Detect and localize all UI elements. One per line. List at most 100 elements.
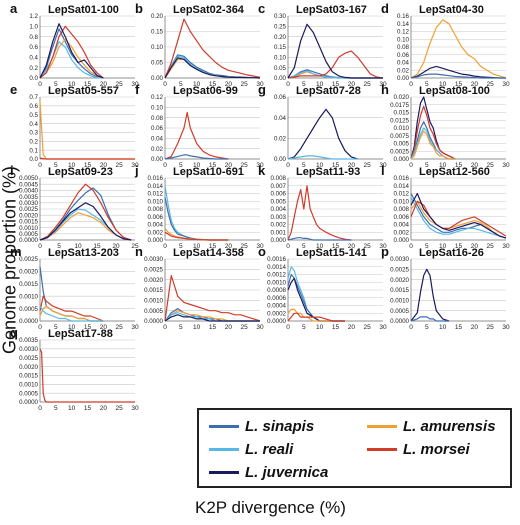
x-tick-label: 20	[100, 81, 108, 88]
y-tick-label: 0.10	[397, 36, 410, 43]
panel-title: LepSat16-26	[419, 247, 484, 259]
y-tick-label: 0.0015	[19, 219, 38, 226]
y-tick-label: 0.0002	[267, 310, 286, 317]
y-tick-label: 0.08	[151, 115, 164, 122]
panel-i: i LepSat09-230.00000.00050.00100.00150.00…	[10, 163, 139, 250]
series-line	[287, 23, 383, 79]
x-tick-label: 10	[439, 162, 447, 169]
y-tick-label: 0.0035	[19, 337, 38, 344]
x-tick-label: 15	[209, 162, 217, 169]
x-tick-label: 30	[502, 243, 510, 250]
series-line	[164, 185, 229, 241]
panel-a: a LepSat01-100 0.0 0.2 0.4 0.6 0.8 1.0 1.2 0 5 10 15…	[10, 1, 139, 88]
series-line	[410, 197, 507, 239]
y-tick-label: 0.0035	[19, 194, 38, 201]
x-tick-label: 25	[364, 81, 372, 88]
y-tick-label: 0.0030	[19, 346, 38, 353]
x-tick-label: 0	[286, 81, 290, 88]
y-tick-label: 0.0025	[144, 267, 163, 274]
panel-letter: e	[10, 82, 17, 97]
y-tick-label: 0.0005	[19, 390, 38, 397]
series-line	[164, 154, 229, 160]
x-tick-label: 25	[487, 81, 495, 88]
y-tick-label: 0.0010	[144, 298, 163, 305]
x-tick-label: 20	[112, 243, 120, 250]
y-tick-label: 0.000	[394, 156, 410, 163]
x-tick-label: 20	[225, 243, 233, 250]
y-tick-label: 0.008	[271, 175, 287, 182]
y-tick-label: 0.008	[148, 206, 164, 213]
panel-title: LepSat03-167	[296, 4, 367, 16]
x-tick-label: 0	[163, 81, 167, 88]
x-tick-label: 25	[241, 243, 249, 250]
y-tick-label: 0.015	[394, 110, 410, 117]
x-tick-label: 10	[193, 324, 201, 331]
x-tick-label: 30	[379, 324, 387, 331]
y-tick-label: 0.0020	[19, 212, 38, 219]
y-tick-label: 0.02	[151, 146, 164, 153]
y-tick-label: 0.4	[29, 121, 38, 128]
y-tick-label: 0.6	[29, 44, 38, 51]
y-tick-label: 0.005	[394, 141, 410, 148]
x-tick-label: 25	[241, 81, 249, 88]
y-tick-label: 0.0006	[267, 295, 286, 302]
series-line	[410, 200, 507, 239]
y-tick-label: 0.0005	[390, 308, 409, 315]
y-tick-label: 0.008	[394, 206, 410, 213]
y-tick-label: 0.10	[151, 105, 164, 112]
legend-swatch-sinapis	[209, 425, 239, 428]
y-tick-label: 0.08	[397, 44, 410, 51]
x-tick-label: 5	[425, 81, 429, 88]
y-tick-label: 0.2	[29, 65, 38, 72]
y-tick-label: 0.20	[274, 34, 287, 41]
panel-title: LepSat10-691	[173, 166, 244, 178]
y-tick-label: 0.14	[397, 21, 410, 28]
y-tick-label: 0.0005	[19, 231, 38, 238]
y-tick-label: 0.0010	[267, 279, 286, 286]
series-line	[39, 25, 104, 79]
y-tick-label: 0.000	[271, 237, 287, 244]
panel-title: LepSat05-557	[48, 85, 119, 97]
y-tick-label: 0.0008	[267, 287, 286, 294]
y-tick-label: 0.6	[29, 103, 38, 110]
y-tick-label: 0.8	[29, 34, 38, 41]
x-tick-label: 0	[409, 81, 413, 88]
x-tick-label: 0	[38, 162, 42, 169]
y-tick-label: 0.0000	[19, 237, 38, 244]
y-tick-label: 0.005	[271, 198, 287, 205]
y-tick-label: 0.010	[148, 198, 164, 205]
y-tick-label: 0.06	[274, 94, 287, 101]
x-tick-label: 0	[409, 243, 413, 250]
panel-h: h LepSat08-100 0.0000.00250.0050.00750.010…	[381, 82, 510, 169]
y-tick-label: 0.4	[29, 55, 38, 62]
series-line	[410, 192, 507, 239]
y-tick-label: 0.5	[29, 112, 38, 119]
y-tick-label: 0.12	[151, 94, 164, 101]
y-tick-label: 0.00	[274, 156, 287, 163]
series-line	[39, 266, 104, 322]
panel-title: LepSat06-99	[173, 85, 238, 97]
series-line	[39, 157, 135, 160]
y-tick-label: 0.15	[151, 29, 164, 36]
panel-j: j LepSat10-6910.0000.0020.0040.0060.0080.…	[134, 163, 264, 250]
y-tick-label: 0.05	[151, 60, 164, 67]
x-tick-label: 5	[54, 324, 58, 331]
x-tick-label: 5	[302, 162, 306, 169]
y-tick-label: 0.0015	[390, 287, 409, 294]
x-tick-label: 25	[131, 243, 139, 250]
panel-f: f LepSat06-99 0.00 0.02 0.04 0.06 0.08 0.10 0.12…	[135, 82, 264, 169]
y-tick-label: 0.0025	[19, 206, 38, 213]
series-line	[39, 38, 104, 79]
panel-o: o LepSat15-1410.00000.00020.00040.00060.0…	[258, 244, 387, 331]
y-tick-label: 0.006	[271, 191, 287, 198]
x-tick-label: 25	[116, 324, 124, 331]
x-tick-label: 20	[100, 162, 108, 169]
series-line	[287, 312, 345, 322]
x-tick-label: 15	[209, 81, 217, 88]
y-tick-label: 0.006	[394, 214, 410, 221]
y-tick-label: 0.1	[29, 147, 38, 154]
x-tick-label: 10	[68, 405, 76, 412]
panel-title: LepSat13-203	[48, 247, 119, 259]
y-tick-label: 0.0125	[390, 117, 409, 124]
